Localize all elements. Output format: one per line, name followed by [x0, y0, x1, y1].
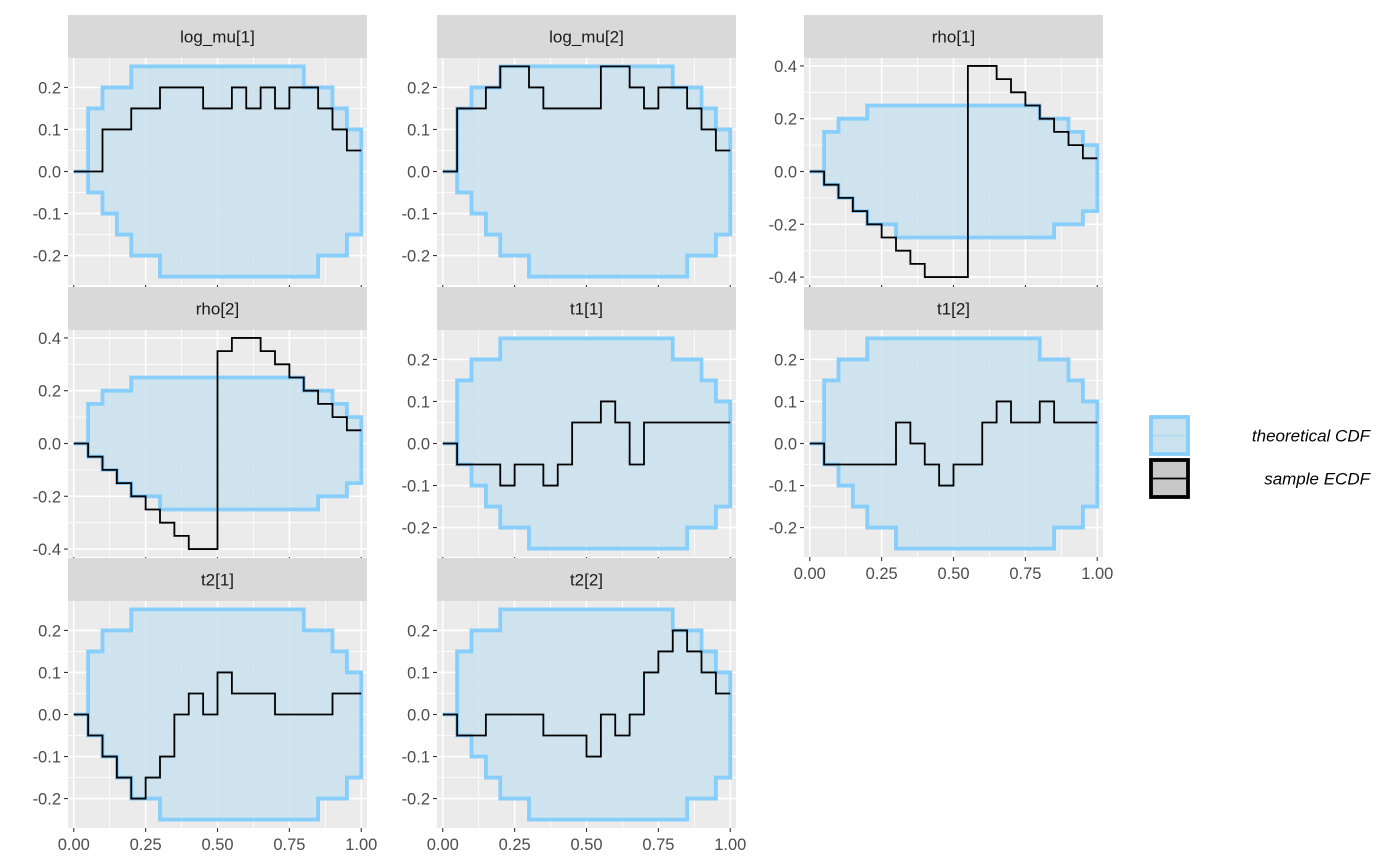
- legend-label: sample ECDF: [1264, 470, 1371, 489]
- facet-panel: rho[1] 0.4 0.2 0.0 -0.2 -0.4: [769, 15, 1103, 289]
- facet-strip: [437, 287, 736, 330]
- x-tick-label: 0.50: [937, 565, 969, 583]
- facet-title: t1[1]: [570, 300, 603, 319]
- y-tick-label: 0.2: [407, 351, 430, 369]
- sample-ecdf-line: [809, 65, 1098, 278]
- legend-key-sample-ecdf: [1149, 458, 1190, 499]
- x-tick-label: 1.00: [1081, 565, 1113, 583]
- x-tick-label: 0.75: [642, 836, 674, 854]
- x-tick-label: 0.25: [866, 565, 898, 583]
- facet-strip: [437, 558, 736, 601]
- y-tick-label: -0.2: [33, 248, 61, 266]
- y-tick-label: 0.1: [38, 121, 61, 139]
- facet-strip: [68, 558, 367, 601]
- y-tick-label: 0.1: [407, 393, 430, 411]
- facet-title: log_mu[2]: [549, 28, 624, 47]
- y-tick-label: 0.0: [407, 436, 430, 454]
- theoretical-cdf-band: [442, 336, 733, 551]
- y-tick-label: -0.2: [769, 520, 797, 538]
- y-tick-label: 0.4: [38, 330, 61, 348]
- y-tick-label: 0.0: [774, 164, 797, 182]
- y-tick-label: -0.2: [33, 791, 61, 809]
- x-tick-label: 1.00: [714, 836, 746, 854]
- facet-strip: [68, 287, 367, 330]
- y-tick-label: -0.1: [33, 206, 61, 224]
- y-tick-label: 0.2: [774, 351, 797, 369]
- y-tick-label: 0.2: [407, 622, 430, 640]
- legend-swatch: [1149, 415, 1190, 456]
- sample-ecdf-line: [809, 400, 1098, 487]
- y-tick-label: 0.0: [38, 164, 61, 182]
- legend-label: theoretical CDF: [1252, 427, 1372, 446]
- y-tick-label: -0.2: [769, 216, 797, 234]
- facet-title: rho[2]: [196, 300, 239, 319]
- sample-ecdf-line: [442, 65, 731, 173]
- facet-title: t2[2]: [570, 571, 603, 590]
- y-tick-label: 0.0: [407, 707, 430, 725]
- facet-title: t2[1]: [201, 571, 234, 590]
- facet-strip: [804, 15, 1103, 58]
- y-tick-label: -0.1: [402, 206, 430, 224]
- facet-strip: [437, 15, 736, 58]
- facet-title: rho[1]: [932, 28, 975, 47]
- legend: theoretical CDF sample ECDF: [1149, 415, 1372, 499]
- y-tick-label: -0.4: [769, 269, 797, 287]
- x-tick-label: 0.25: [499, 836, 531, 854]
- facet-panel: t2[1] 0.2 0.1 0.0 -0.1 -0.2 0.00 0.25 0.50 0.75 1.…: [33, 558, 377, 854]
- y-tick-label: -0.1: [33, 749, 61, 767]
- y-tick-label: 0.0: [407, 164, 430, 182]
- x-tick-label: 0.75: [1009, 565, 1041, 583]
- x-tick-label: 0.00: [58, 836, 90, 854]
- sample-ecdf-line: [442, 400, 731, 487]
- y-tick-label: 0.2: [38, 79, 61, 97]
- facet-title: log_mu[1]: [180, 28, 255, 47]
- y-tick-label: 0.1: [38, 664, 61, 682]
- y-tick-label: 0.2: [774, 111, 797, 129]
- facet-strip: [68, 15, 367, 58]
- y-tick-label: 0.2: [38, 383, 61, 401]
- x-tick-label: 0.50: [201, 836, 233, 854]
- x-tick-label: 0.75: [273, 836, 305, 854]
- y-tick-label: 0.1: [774, 393, 797, 411]
- facet-panel: t1[1] 0.2 0.1 0.0 -0.1 -0.2: [402, 287, 736, 561]
- sample-ecdf-line: [442, 629, 731, 758]
- y-tick-label: -0.2: [402, 248, 430, 266]
- x-tick-label: 1.00: [345, 836, 377, 854]
- x-tick-label: 0.25: [130, 836, 162, 854]
- facet-title: t1[2]: [937, 300, 970, 319]
- y-tick-label: -0.1: [402, 478, 430, 496]
- facet-strip: [804, 287, 1103, 330]
- y-tick-label: 0.0: [774, 436, 797, 454]
- y-tick-label: 0.1: [407, 121, 430, 139]
- x-tick-label: 0.00: [427, 836, 459, 854]
- sample-ecdf-line: [73, 671, 362, 800]
- y-tick-label: 0.2: [407, 79, 430, 97]
- y-tick-label: -0.2: [402, 791, 430, 809]
- y-tick-label: -0.2: [33, 488, 61, 506]
- x-tick-label: 0.50: [570, 836, 602, 854]
- y-tick-label: 0.0: [38, 436, 61, 454]
- theoretical-cdf-band: [809, 336, 1100, 551]
- legend-key-theoretical-cdf: [1149, 415, 1190, 456]
- facet-panel: log_mu[1] 0.2 0.1 0.0 -0.1 -0.2: [33, 15, 367, 289]
- facet-panel: t2[2] 0.2 0.1 0.0 -0.1 -0.2 0.00 0.25 0.50 0.75 1.…: [402, 558, 746, 854]
- facet-panel: t1[2] 0.2 0.1 0.0 -0.1 -0.2 0.00 0.25 0.50 0.75 1.…: [769, 287, 1113, 583]
- y-tick-label: 0.2: [38, 622, 61, 640]
- y-tick-label: -0.2: [402, 520, 430, 538]
- theoretical-cdf-band: [809, 103, 1100, 240]
- facet-panel: log_mu[2] 0.2 0.1 0.0 -0.1 -0.2: [402, 15, 736, 289]
- theoretical-cdf-band: [442, 64, 733, 279]
- y-tick-label: 0.0: [38, 707, 61, 725]
- x-tick-label: 0.00: [794, 565, 826, 583]
- y-tick-label: -0.1: [769, 478, 797, 496]
- theoretical-cdf-band: [73, 64, 364, 279]
- sample-ecdf-line: [73, 86, 362, 173]
- y-tick-label: 0.4: [774, 58, 797, 76]
- y-tick-label: -0.1: [402, 749, 430, 767]
- y-tick-label: -0.4: [33, 541, 61, 559]
- facet-panel: rho[2] 0.4 0.2 0.0 -0.2 -0.4: [33, 287, 367, 561]
- y-tick-label: 0.1: [407, 664, 430, 682]
- sample-ecdf-line: [73, 337, 362, 550]
